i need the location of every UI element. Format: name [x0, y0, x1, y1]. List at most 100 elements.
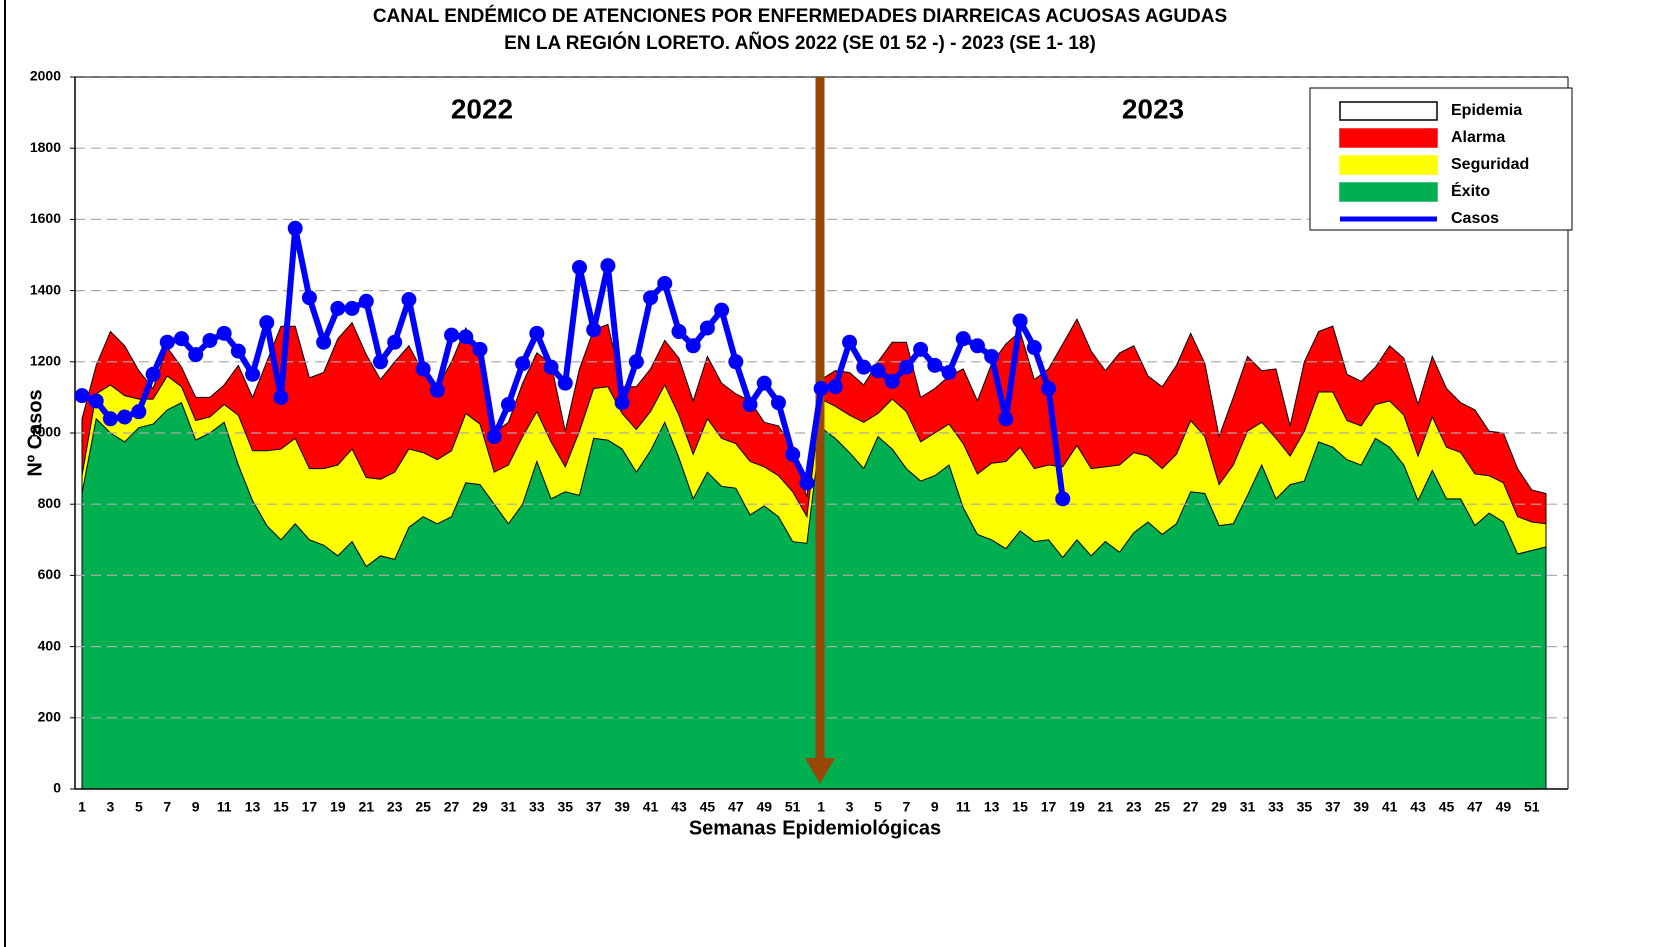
line-casos [80, 225, 1066, 500]
x-tick-label: 21 [1098, 799, 1114, 815]
point [344, 300, 360, 316]
point [571, 259, 587, 275]
legend: Epidemia Alarma Seguridad Éxito Casos [1309, 87, 1573, 231]
point [301, 290, 317, 306]
x-tick-label: 39 [614, 799, 630, 815]
x-tick-label: 33 [1268, 799, 1284, 815]
point [969, 338, 985, 354]
point [955, 331, 971, 347]
point [472, 341, 488, 357]
point [1012, 313, 1028, 329]
point [216, 325, 232, 341]
y-tick-label: 2000 [30, 68, 61, 84]
legend-label: Éxito [1451, 181, 1490, 200]
x-tick-label: 25 [1154, 799, 1170, 815]
point [884, 373, 900, 389]
y-tick-label: 1000 [30, 424, 61, 440]
chart-title: CANAL ENDÉMICO DE ATENCIONES POR ENFERME… [373, 5, 1227, 27]
x-tick-label: 25 [415, 799, 431, 815]
point [401, 292, 417, 307]
point [557, 375, 573, 391]
legend-label: Epidemia [1451, 102, 1522, 119]
x-tick-label: 37 [1325, 799, 1341, 815]
x-tick-label: 27 [1183, 799, 1199, 815]
point [145, 366, 161, 382]
x-tick-label: 17 [1041, 799, 1057, 815]
x-tick-label: 27 [444, 799, 460, 815]
point [316, 334, 332, 350]
legend-label: Alarma [1451, 129, 1505, 146]
x-tick-label: 13 [245, 799, 261, 815]
point [259, 315, 275, 331]
point [515, 356, 531, 372]
point [614, 395, 630, 411]
chart-subtitle: EN LA REGIÓN LORETO. AÑOS 2022 (SE 01 52… [504, 32, 1096, 54]
y-tick-label: 600 [38, 566, 62, 582]
x-tick-label: 35 [1297, 799, 1313, 815]
point [870, 363, 886, 379]
x-tick-label: 45 [1439, 799, 1455, 815]
point [415, 361, 431, 377]
x-tick-label: 7 [163, 799, 171, 815]
y-tick-label: 0 [53, 780, 61, 796]
x-tick-label: 13 [984, 799, 1000, 815]
point [714, 302, 730, 318]
point [102, 411, 118, 427]
x-tick-label: 51 [1524, 799, 1540, 815]
x-tick-label: 23 [387, 799, 403, 815]
legend-label: Casos [1451, 210, 1499, 227]
legend-label: Seguridad [1451, 156, 1529, 173]
point [600, 258, 616, 274]
point [941, 364, 957, 380]
x-tick-label: 17 [302, 799, 318, 815]
x-tick-label: 7 [902, 799, 910, 815]
point [387, 334, 403, 350]
point [188, 347, 204, 363]
x-tick-label: 19 [330, 799, 346, 815]
point [500, 397, 516, 413]
point [643, 290, 659, 306]
point [685, 338, 701, 354]
y-tick-label: 1400 [30, 281, 61, 297]
x-tick-label: 15 [1012, 799, 1028, 815]
point [927, 357, 943, 373]
point [273, 389, 289, 405]
y-tick-label: 800 [38, 495, 62, 511]
point [458, 329, 474, 345]
point [429, 382, 445, 398]
legend-swatch [1339, 155, 1438, 175]
point [173, 331, 189, 347]
x-tick-label: 11 [956, 799, 971, 815]
point [131, 404, 147, 420]
point [657, 275, 673, 291]
point [842, 334, 858, 350]
x-tick-label: 9 [192, 799, 200, 815]
x-tick-label: 15 [273, 799, 289, 815]
x-tick-label: 3 [846, 799, 854, 815]
x-tick-label: 5 [135, 799, 143, 815]
x-tick-label: 49 [756, 799, 772, 815]
point [742, 397, 758, 413]
y-tick-label: 1800 [30, 139, 61, 155]
point [1055, 491, 1071, 507]
point [827, 379, 843, 395]
point [444, 327, 460, 343]
x-tick-label: 47 [1467, 799, 1483, 815]
point [287, 220, 303, 236]
point [330, 300, 346, 316]
point [202, 332, 218, 348]
x-tick-label: 43 [671, 799, 687, 815]
point [1026, 340, 1042, 356]
x-tick-label: 31 [1240, 799, 1256, 815]
point [230, 343, 246, 359]
annotation: 2023 [1122, 93, 1184, 124]
x-tick-label: 31 [501, 799, 517, 815]
x-tick-label: 45 [700, 799, 716, 815]
x-tick-label: 39 [1353, 799, 1369, 815]
x-tick-label: 49 [1496, 799, 1512, 815]
y-axis-label: Nº Casos [24, 389, 46, 476]
point [785, 446, 801, 462]
x-tick-label: 41 [643, 799, 659, 815]
y-tick-label: 1200 [30, 353, 61, 369]
